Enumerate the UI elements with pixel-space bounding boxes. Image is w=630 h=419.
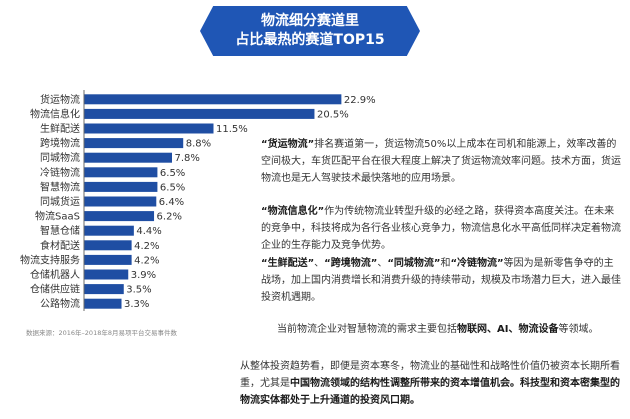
bar <box>84 94 342 105</box>
bar-chart: 货运物流 22.9% 物流信息化 20.5% 生鲜配送 11.5% 跨境物流 8.8% 同城物流… <box>20 90 376 311</box>
bar <box>84 152 172 163</box>
p4-run: 等领域。 <box>558 324 599 335</box>
category-label: 物流信息化 <box>30 107 80 120</box>
category-label: 仓储供应链 <box>30 283 80 296</box>
value-label: 4.4% <box>136 226 161 237</box>
category-label: 物流支持服务 <box>20 253 80 266</box>
p2-run: “物流信息化” <box>261 206 325 217</box>
bar <box>84 196 157 207</box>
paragraph-freight: “货运物流”排名赛道第一，货运物流50%以上成本在司机和能源上，效率改善的空间极… <box>261 136 621 187</box>
value-label: 4.2% <box>134 255 159 266</box>
bar <box>84 211 155 222</box>
category-label: 物流SaaS <box>35 210 80 223</box>
value-label: 3.5% <box>126 285 151 296</box>
bar <box>84 254 132 265</box>
value-label: 3.9% <box>131 270 156 281</box>
bar <box>84 138 184 149</box>
paragraph-informatization: “物流信息化”作为传统物流业转型升级的必经之路，获得资本高度关注。在未来的竞争中… <box>261 203 621 254</box>
value-label: 20.5% <box>317 109 349 120</box>
data-source-note: 数据来源：2016年–2018年8月易项平台交易事件数 <box>26 329 177 337</box>
category-label: 同城货运 <box>40 195 80 208</box>
p4-run: 物联网、AI、物流设备 <box>457 324 559 335</box>
category-label: 跨境物流 <box>40 137 80 150</box>
p4-run: 当前物流企业对智慧物流的需求主要包括 <box>277 324 457 335</box>
p3-run: 等因为是新零售争夺的主战场，加上国内消费增长和消费升级的持续带动，规模及市场潜力… <box>261 258 621 303</box>
value-label: 6.5% <box>160 168 185 179</box>
p3-run: “生鲜配送” <box>261 258 315 269</box>
category-label: 智慧物流 <box>40 180 80 193</box>
bar <box>84 240 132 251</box>
category-label: 冷链物流 <box>40 166 80 179</box>
p5-run: 中国物流领域的结构性调整所带来的资本增值机会。科技型和资本密集型的物流实体都处于… <box>240 378 620 406</box>
paragraph-smart-logistics: 当前物流企业对智慧物流的需求主要包括物联网、AI、物流设备等领域。 <box>277 321 617 338</box>
p1-run: “货运物流” <box>261 139 315 150</box>
category-label: 货运物流 <box>40 93 80 106</box>
bar <box>84 108 315 119</box>
p3-run: 、 <box>314 258 325 269</box>
value-label: 6.4% <box>159 197 184 208</box>
bar <box>84 167 158 178</box>
value-label: 3.3% <box>124 299 149 310</box>
category-label: 生鲜配送 <box>40 122 80 135</box>
title-banner: 物流细分赛道里 占比最热的赛道TOP15 <box>200 6 420 56</box>
value-label: 6.2% <box>157 212 182 223</box>
value-label: 22.9% <box>344 95 376 106</box>
banner-title-line2: 占比最热的赛道TOP15 <box>235 32 385 48</box>
paragraph-investment-trend: 从整体投资趋势看，即便是资本寒冬，物流业的基础性和战略性价值仍被资本长期所看重，… <box>240 358 625 409</box>
bar <box>84 123 214 134</box>
p3-run: “冷链物流” <box>450 258 504 269</box>
value-label: 11.5% <box>216 124 248 135</box>
bar <box>84 298 122 309</box>
bar <box>84 284 124 295</box>
category-label: 仓储机器人 <box>30 268 80 281</box>
bar <box>84 269 129 280</box>
bar <box>84 181 158 192</box>
p3-run: “同城物流” <box>387 258 441 269</box>
category-label: 智慧仓储 <box>40 224 80 237</box>
category-label: 食材配送 <box>40 239 80 252</box>
p3-run: 、 <box>377 258 388 269</box>
p5-run: 从整体投资趋势看，即便是资本寒冬，物流业的基础性和战略性价值仍被资本长期所看重，… <box>240 361 620 389</box>
category-label: 公路物流 <box>40 297 80 310</box>
value-label: 8.8% <box>186 139 211 150</box>
value-label: 4.2% <box>134 241 159 252</box>
category-label: 同城物流 <box>40 151 80 164</box>
p1-run: 排名赛道第一，货运物流50%以上成本在司机和能源上，效率改善的空间极大，车货匹配… <box>261 139 621 184</box>
bar <box>84 225 134 236</box>
paragraph-segments: “生鲜配送”、“跨境物流”、“同城物流”和“冷链物流”等因为是新零售争夺的主战场… <box>261 255 621 306</box>
p3-run: 和 <box>440 258 451 269</box>
p2-run: 作为传统物流业转型升级的必经之路，获得资本高度关注。在未来的竞争中，科技将成为各… <box>261 206 621 251</box>
banner-title-line1: 物流细分赛道里 <box>261 13 359 29</box>
p3-run: “跨境物流” <box>324 258 378 269</box>
value-label: 6.5% <box>160 182 185 193</box>
value-label: 7.8% <box>174 153 199 164</box>
